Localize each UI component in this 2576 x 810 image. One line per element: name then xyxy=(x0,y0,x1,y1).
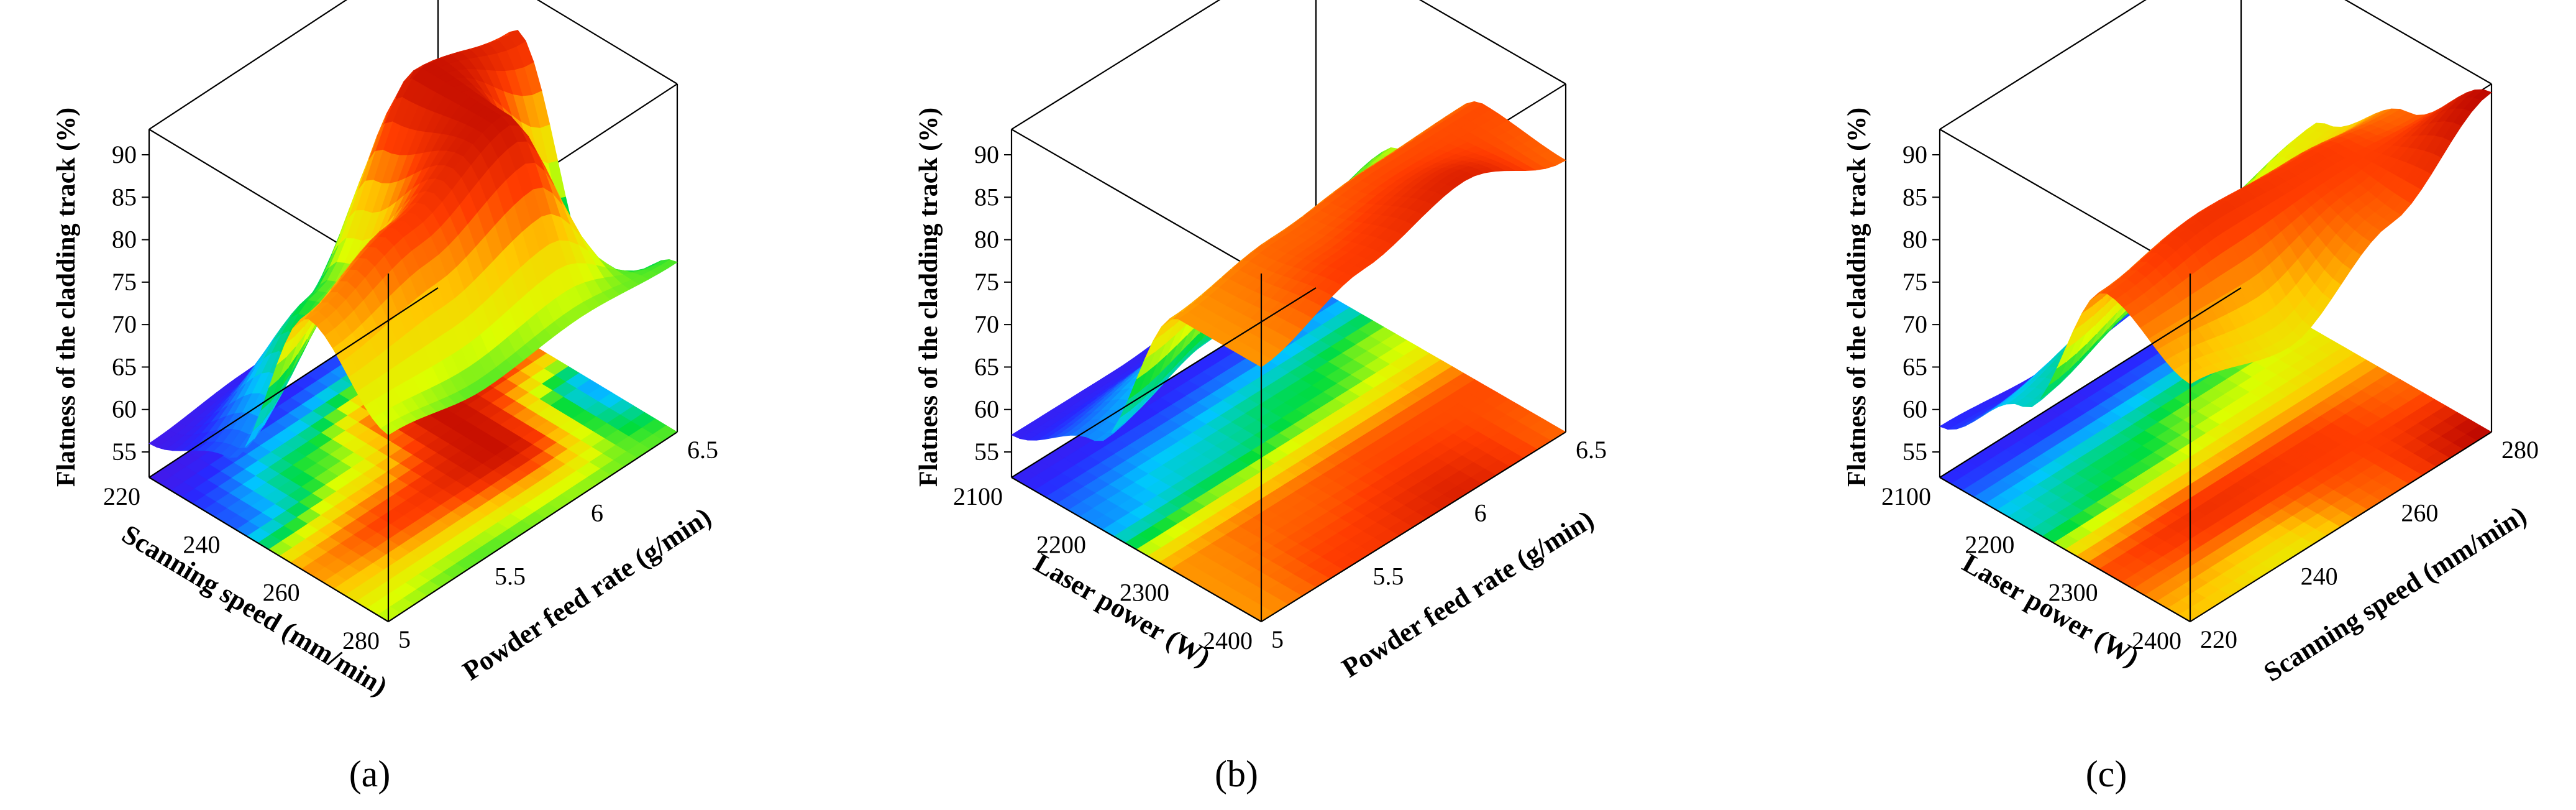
z-tick-label: 65 xyxy=(974,352,999,380)
box-edge xyxy=(148,287,439,478)
panel-label-a: (a) xyxy=(349,753,391,794)
y-tick-label: 5 xyxy=(398,625,411,653)
y-tick-label: 260 xyxy=(2401,499,2438,527)
x-tick-label: 260 xyxy=(263,579,300,607)
box-edge xyxy=(536,0,678,85)
y-tick-label: 5 xyxy=(1271,625,1284,653)
z-axis-title: Flatness of the cladding track (%) xyxy=(52,108,81,487)
z-tick-label: 55 xyxy=(1902,438,1927,466)
z-tick-label: 85 xyxy=(1902,183,1927,211)
box-edge xyxy=(148,0,348,130)
z-axis-title: Flatness of the cladding track (%) xyxy=(915,108,943,487)
x-tick-label: 2100 xyxy=(953,482,1003,510)
y-tick-label: 220 xyxy=(2200,625,2237,653)
z-tick-label: 70 xyxy=(112,310,137,338)
box-edge xyxy=(2344,0,2492,85)
z-tick-label: 85 xyxy=(974,183,999,211)
response-surface xyxy=(1011,101,1566,441)
z-tick-label: 75 xyxy=(1902,268,1927,296)
panel-label-c: (c) xyxy=(2086,753,2127,794)
x-tick-label: 220 xyxy=(103,482,140,510)
y-tick-label: 280 xyxy=(2501,436,2539,464)
z-tick-label: 75 xyxy=(974,268,999,296)
z-tick-label: 70 xyxy=(974,310,999,338)
z-tick-label: 75 xyxy=(112,268,137,296)
box-edge xyxy=(1939,0,2147,130)
y-tick-label: 6 xyxy=(1474,499,1487,527)
z-tick-label: 65 xyxy=(1902,352,1927,380)
z-axis-title: Flatness of the cladding track (%) xyxy=(1843,108,1871,487)
floor-contour-map xyxy=(1011,287,1566,622)
z-tick-label: 85 xyxy=(112,183,137,211)
y-tick-label: 5.5 xyxy=(1372,562,1404,590)
z-tick-label: 90 xyxy=(974,140,999,168)
panel-label-b: (b) xyxy=(1215,753,1258,794)
box-edge xyxy=(1011,0,1221,130)
z-tick-label: 90 xyxy=(1902,140,1927,168)
z-tick-label: 60 xyxy=(974,395,999,423)
panel-c: 55 60 65 70 75 80 85 90 Flatness of the cladding… xyxy=(1843,0,2539,688)
response-surface xyxy=(148,30,678,458)
z-tick-label: 80 xyxy=(112,226,137,254)
y-tick-label: 6.5 xyxy=(687,436,718,464)
box-edge xyxy=(388,431,678,622)
z-tick-label: 70 xyxy=(1902,310,1927,338)
x-tick-label: 240 xyxy=(183,530,220,558)
z-tick-label: 60 xyxy=(1902,395,1927,423)
y-tick-label: 5.5 xyxy=(495,562,526,590)
box-edge xyxy=(1418,0,1566,85)
y-tick-label: 240 xyxy=(2301,562,2338,590)
z-tick-label: 55 xyxy=(112,438,137,466)
y-tick-label: 6.5 xyxy=(1576,436,1607,464)
z-tick-label: 80 xyxy=(1902,226,1927,254)
z-tick-label: 90 xyxy=(112,140,137,168)
z-tick-label: 60 xyxy=(112,395,137,423)
box-edge xyxy=(148,477,389,622)
x-tick-label: 2100 xyxy=(1881,482,1931,510)
z-tick-label: 55 xyxy=(974,438,999,466)
z-tick-label: 65 xyxy=(112,352,137,380)
y-tick-label: 6 xyxy=(591,499,603,527)
z-tick-label: 80 xyxy=(974,226,999,254)
box-edge xyxy=(1011,129,1262,274)
x-tick-label: 280 xyxy=(342,627,380,655)
surface-cell xyxy=(148,436,168,448)
